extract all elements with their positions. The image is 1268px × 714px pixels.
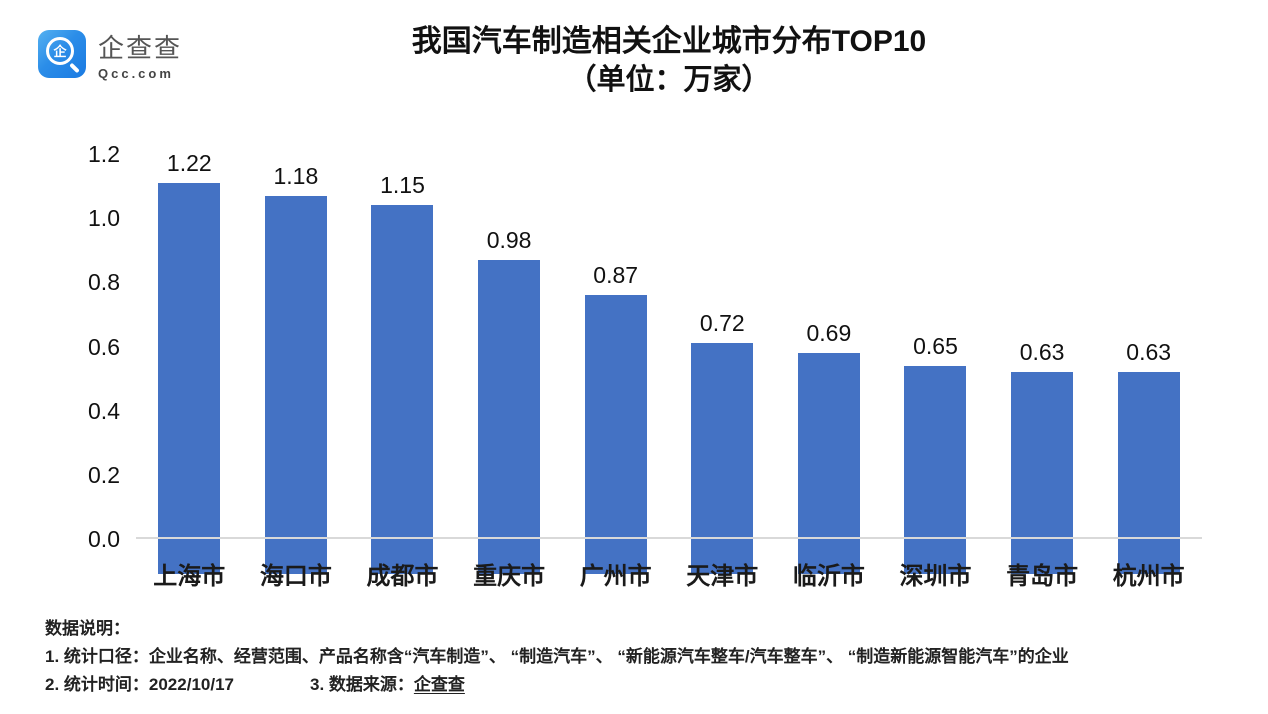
note-source-label: 3. 数据来源：	[309, 675, 414, 694]
bar-column: 0.63	[989, 149, 1096, 575]
y-tick-label: 1.0	[88, 205, 120, 232]
bar-value-label: 0.63	[1126, 339, 1172, 366]
bar	[158, 183, 221, 575]
bar-value-label: 0.69	[806, 320, 852, 346]
logo-domain: Qcc.com	[98, 66, 174, 81]
bar	[1011, 372, 1074, 575]
bar	[797, 353, 860, 575]
bar-column: 0.87	[562, 149, 669, 575]
notes-heading: 数据说明：	[45, 619, 130, 638]
bar-series: 1.22 1.18 1.15 0.98 0.87 0.72	[136, 149, 1202, 575]
bar-value-label: 0.72	[699, 310, 745, 337]
qcc-logo-icon: 企	[38, 30, 86, 78]
logo-company-name: 企查查	[98, 33, 183, 63]
x-axis-labels: 上海市 海口市 成都市 重庆市 广州市 天津市 临沂市 深圳市 青岛市 杭州市	[136, 556, 1202, 591]
bar-value-label: 0.65	[913, 332, 958, 359]
x-axis-baseline	[136, 537, 1202, 539]
bar-column: 0.72	[669, 149, 776, 575]
magnifier-handle-icon	[69, 62, 80, 74]
bar	[904, 365, 967, 575]
bar-column: 0.98	[456, 149, 563, 575]
logo-icon-char: 企	[53, 43, 67, 59]
x-tick-label: 上海市	[153, 563, 226, 590]
x-tick-label: 深圳市	[899, 563, 972, 590]
bar	[478, 260, 541, 575]
y-tick-label: 0.2	[88, 461, 120, 488]
bar-column: 0.69	[776, 149, 883, 575]
bar	[264, 195, 327, 575]
bar	[371, 205, 434, 575]
bar-column: 0.65	[882, 149, 989, 575]
bar-column: 0.63	[1095, 149, 1202, 575]
chart-subtitle: （单位：万家）	[567, 64, 771, 96]
bar-value-label: 0.87	[593, 262, 639, 289]
x-tick-label: 重庆市	[473, 563, 546, 590]
x-tick-label: 广州市	[579, 563, 652, 590]
bar-column: 1.15	[349, 149, 456, 575]
qcc-logo: 企 企查查 Qcc.com	[38, 30, 182, 81]
bar-value-label: 0.63	[1019, 339, 1065, 366]
y-tick-label: 0.6	[88, 333, 120, 360]
note-line-2: 2. 统计时间：2022/10/17 3. 数据来源：企查查	[45, 671, 1245, 699]
bar-column: 1.18	[243, 149, 350, 575]
bar-value-label: 1.15	[380, 172, 425, 199]
logo-text: 企查查 Qcc.com	[98, 30, 182, 81]
source-link[interactable]: 企查查	[413, 675, 465, 694]
magnifier-ring-icon: 企	[46, 37, 74, 65]
x-tick-label: 临沂市	[792, 563, 865, 590]
data-notes: 数据说明： 1. 统计口径：企业名称、经营范围、产品名称含“汽车制造”、 “制造…	[45, 615, 1245, 699]
x-tick-label: 海口市	[259, 563, 332, 590]
bar	[584, 295, 647, 575]
chart-title-block: 我国汽车制造相关企业城市分布TOP10 （单位：万家）	[136, 22, 1202, 99]
x-tick-label: 成都市	[366, 563, 439, 590]
bar	[1117, 372, 1180, 575]
x-tick-label: 杭州市	[1112, 563, 1185, 590]
note-stat-time: 2. 统计时间：2022/10/17	[45, 675, 234, 694]
x-tick-label: 青岛市	[1006, 563, 1079, 590]
bar-value-label: 1.18	[273, 162, 319, 189]
bar	[691, 343, 754, 575]
chart-title: 我国汽车制造相关企业城市分布TOP10	[411, 25, 927, 58]
plot-area: 1.22 1.18 1.15 0.98 0.87 0.72	[136, 149, 1202, 575]
y-axis: 0.0 0.2 0.4 0.6 0.8 1.0 1.2	[0, 141, 126, 552]
x-tick-label: 天津市	[686, 563, 759, 590]
y-tick-label: 0.8	[88, 269, 120, 296]
note-line-1: 1. 统计口径：企业名称、经营范围、产品名称含“汽车制造”、 “制造汽车”、 “…	[45, 647, 1069, 666]
bar-column: 1.22	[136, 149, 243, 575]
y-tick-label: 0.4	[88, 397, 120, 424]
y-tick-label: 0.0	[88, 526, 120, 552]
y-tick-label: 1.2	[88, 141, 120, 167]
bar-value-label: 1.22	[166, 150, 212, 176]
bar-value-label: 0.98	[486, 227, 532, 253]
